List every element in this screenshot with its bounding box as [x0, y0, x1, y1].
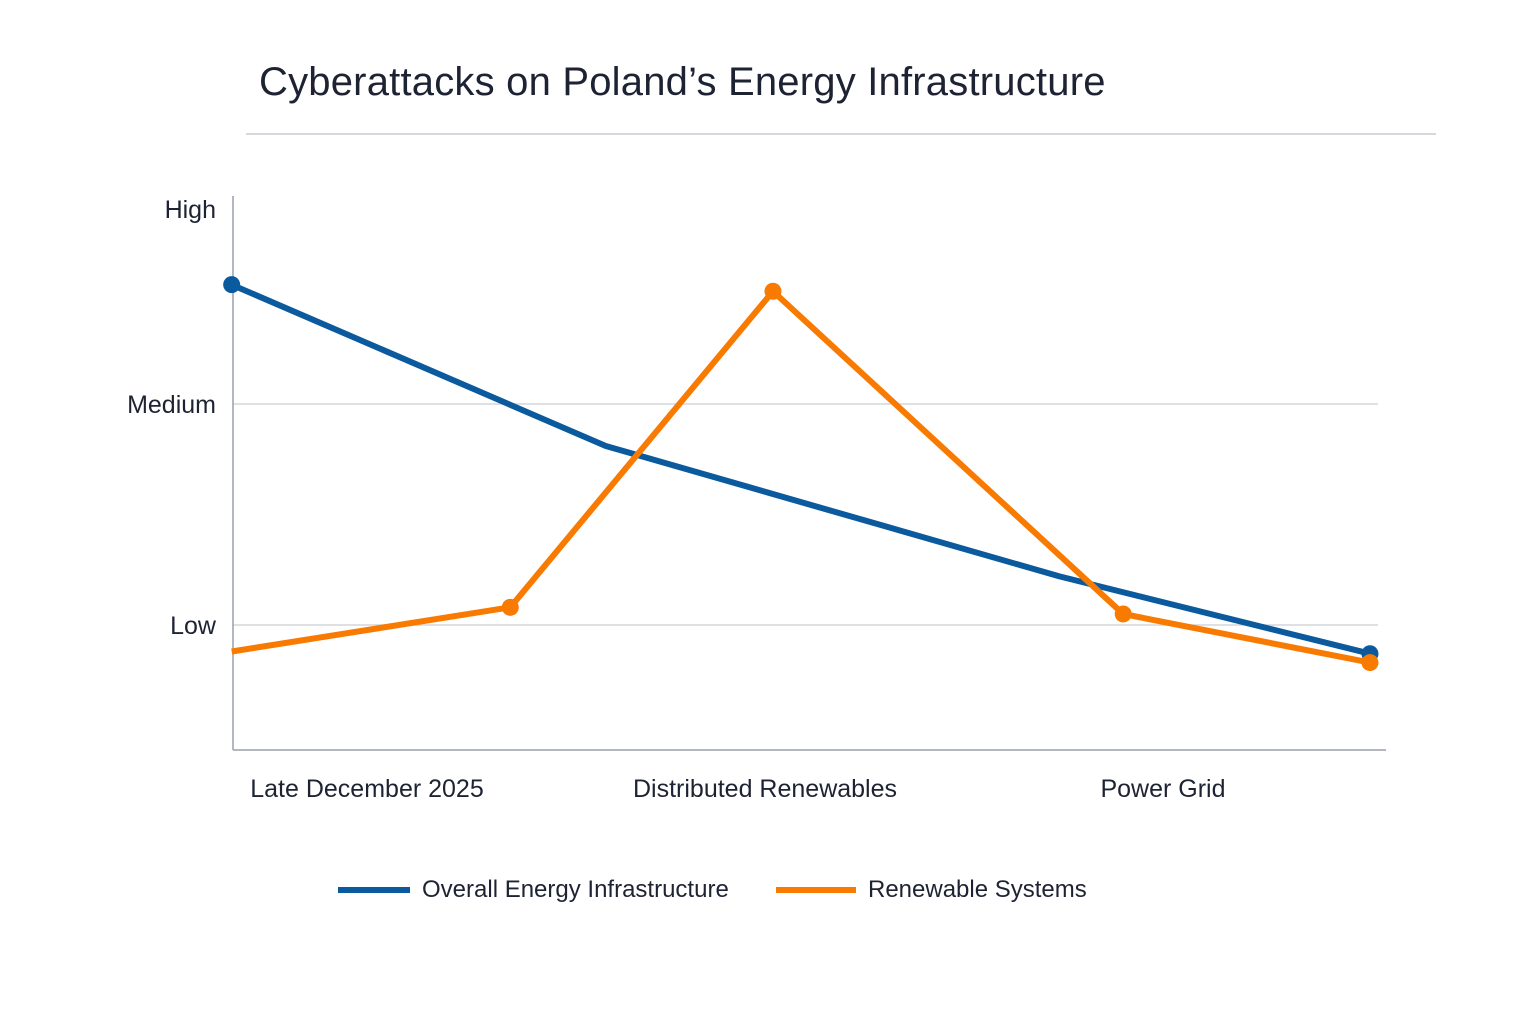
data-point	[501, 598, 519, 616]
legend-swatch-overall	[338, 887, 410, 893]
x-tick-label: Late December 2025	[250, 775, 483, 803]
legend-swatch-renewable	[776, 887, 856, 893]
series-line-1	[231, 288, 1371, 666]
data-point	[1361, 654, 1379, 672]
legend-label-renewable: Renewable Systems	[868, 876, 1087, 903]
x-tick-label: Power Grid	[1100, 775, 1225, 803]
series-line-0	[230, 281, 1371, 657]
x-tick-label: Distributed Renewables	[633, 775, 897, 803]
y-tick-label: Low	[170, 612, 217, 640]
chart-title: Cyberattacks on Poland’s Energy Infrastr…	[259, 60, 1106, 104]
legend-label-overall: Overall Energy Infrastructure	[422, 876, 729, 903]
y-tick-label: High	[165, 196, 216, 224]
data-point	[1114, 605, 1132, 623]
legend-item-renewable: Renewable Systems	[776, 876, 1087, 904]
data-point	[764, 282, 782, 300]
data-point	[223, 276, 241, 294]
legend-item-overall: Overall Energy Infrastructure	[338, 876, 729, 904]
title-divider	[246, 133, 1436, 135]
y-tick-label: Medium	[127, 391, 216, 419]
